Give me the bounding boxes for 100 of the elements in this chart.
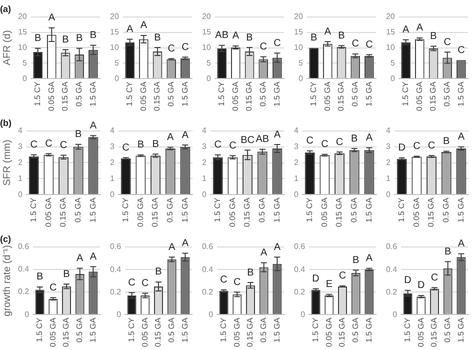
y-tick-label: 0	[18, 190, 23, 199]
x-tick-label: 1.5 CY	[397, 196, 406, 222]
y-tick-label: 20	[18, 12, 28, 22]
y-tick-label: 0.2	[110, 287, 122, 296]
annotation: C	[260, 42, 267, 53]
y-tick-label: 15	[202, 28, 212, 37]
x-tick-label: 1.5 GA	[456, 316, 466, 343]
y-tick-label: 20	[294, 12, 304, 22]
annotation: A	[232, 30, 240, 42]
y-tick-label: 0	[298, 74, 304, 83]
annotation: B	[310, 32, 318, 44]
y-tick-label: 2	[18, 158, 23, 167]
chart-title: (a)	[0, 4, 11, 14]
x-tick-label: 1.5 CY	[305, 196, 314, 222]
y-tick-label: 0	[24, 310, 30, 319]
y-tick-label: 0	[294, 190, 299, 199]
annotation: C	[45, 138, 52, 150]
annotation: B	[152, 138, 160, 150]
x-tick-label: 1.5 GA	[364, 80, 374, 107]
y-tick-label: 0.4	[294, 264, 306, 274]
annotation: C	[128, 277, 136, 288]
y-tick-label: 2	[386, 158, 391, 168]
annotation: A	[458, 238, 465, 250]
y-tick-label: 10	[202, 43, 212, 52]
x-tick-label: 1.5 GA	[180, 316, 190, 343]
y-tick-label: 5	[22, 58, 28, 68]
y-tick-label: 0.2	[294, 287, 306, 296]
y-tick-label: 0	[392, 310, 398, 319]
x-tick-label: 0.5 GA	[443, 316, 452, 343]
y-axis-title: growth rate (d⁻¹)	[2, 245, 13, 316]
annotation: A	[168, 242, 176, 253]
y-tick-label: 20	[202, 12, 212, 22]
x-tick-label: 0.05 GA	[46, 80, 56, 112]
y-tick-label: 0.6	[386, 242, 398, 252]
x-tick-label: 0.5 GA	[75, 316, 84, 343]
y-tick-label: 5	[114, 58, 120, 68]
annotation: C	[336, 136, 344, 148]
annotation: B	[351, 133, 358, 144]
annotation: C	[60, 140, 68, 151]
y-tick-label: 0.6	[18, 242, 30, 252]
x-tick-label: 1.5 GA	[88, 80, 98, 107]
annotation: C	[338, 270, 346, 282]
y-tick-label: 1	[18, 174, 23, 183]
annotation: C	[430, 272, 438, 284]
annotation: A	[416, 22, 424, 34]
x-tick-label: 1.5 GA	[364, 316, 374, 343]
annotation: D	[404, 275, 412, 286]
x-tick-label: 0.15 GA	[154, 316, 163, 348]
y-tick-label: 0	[110, 190, 115, 199]
y-tick-label: 0.2	[386, 287, 398, 296]
y-tick-label: 10	[18, 42, 28, 52]
x-tick-label: 1.5 CY	[219, 316, 228, 342]
annotation: C	[458, 44, 465, 56]
x-tick-label: 1.5 GA	[180, 80, 190, 107]
y-tick-label: 0.2	[18, 287, 30, 296]
annotation: C	[444, 36, 451, 48]
annotation: B	[154, 32, 162, 44]
y-tick-label: 3	[386, 142, 391, 152]
x-tick-label: 0.5 GA	[258, 196, 267, 223]
x-tick-label: 0.05 GA	[324, 316, 334, 348]
annotation: D	[398, 142, 406, 154]
annotation: A	[140, 20, 148, 32]
x-tick-label: 0.15 GA	[246, 316, 255, 348]
x-tick-label: 0.05 GA	[44, 196, 53, 228]
y-tick-label: 1	[202, 174, 207, 183]
y-axis-title: SFR (mm)	[2, 140, 13, 186]
annotation: E	[326, 279, 333, 290]
x-tick-label: 0.5 GA	[166, 196, 175, 223]
x-tick-label: 0.05 GA	[230, 80, 240, 112]
x-tick-label: 1.5 GA	[272, 196, 282, 223]
x-tick-label: 0.15 GA	[58, 196, 68, 228]
x-tick-label: 0.15 GA	[430, 316, 439, 348]
annotation: C	[214, 140, 222, 151]
annotation: B	[63, 268, 70, 280]
x-tick-label: 0.05 GA	[140, 316, 150, 348]
x-tick-label: 0.05 GA	[320, 196, 329, 228]
y-tick-label: 4	[386, 126, 391, 136]
y-tick-label: 20	[110, 12, 120, 22]
y-tick-label: 0	[116, 310, 122, 319]
x-tick-label: 0.05 GA	[232, 316, 242, 348]
annotation: B	[137, 140, 144, 151]
y-tick-label: 4	[294, 126, 299, 136]
annotation: B	[62, 34, 70, 46]
y-tick-label: 5	[206, 58, 212, 68]
y-tick-label: 0.2	[202, 287, 214, 296]
annotation: C	[168, 43, 175, 54]
y-tick-label: 3	[18, 142, 23, 151]
annotation: C	[366, 39, 373, 50]
annotation: A	[324, 26, 332, 38]
annotation: B	[430, 31, 438, 42]
x-tick-label: 1.5 GA	[272, 80, 282, 107]
x-tick-label: 1.5 CY	[125, 80, 134, 106]
x-tick-label: 0.15 GA	[60, 80, 70, 112]
x-tick-label: 0.05 GA	[322, 80, 332, 112]
annotation: AB	[256, 134, 270, 146]
y-tick-label: 15	[386, 28, 396, 37]
y-tick-label: 0.6	[294, 242, 306, 252]
annotation: A	[90, 251, 97, 262]
y-tick-label: 0	[208, 310, 214, 319]
x-tick-label: 0.5 GA	[74, 196, 83, 223]
